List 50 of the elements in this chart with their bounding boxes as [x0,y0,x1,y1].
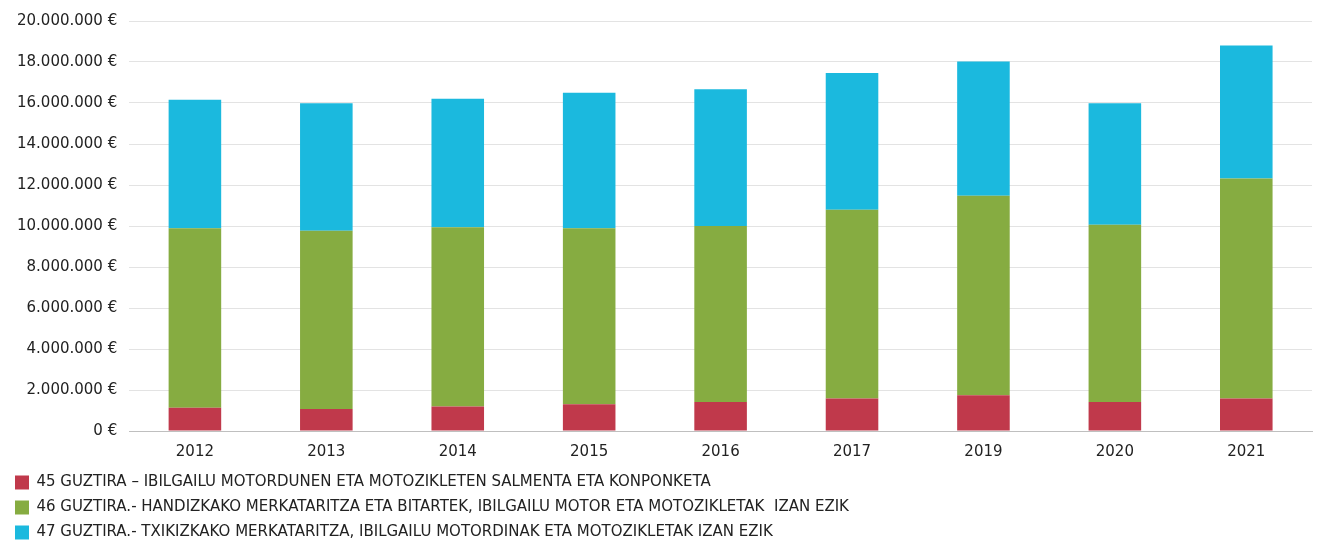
x-tick-label: 2016 [701,441,740,460]
y-tick-label: 2.000.000 € [26,379,118,398]
x-tick-label: 2021 [1227,441,1266,460]
x-tick-label: 2013 [307,441,346,460]
bar [431,406,485,431]
bar [300,230,353,410]
bar [300,409,353,431]
y-tick-label: 18.000.000 € [16,51,118,70]
y-tick-label: 0 € [93,420,118,439]
bar [300,103,353,231]
x-tick-label: 2012 [175,441,214,460]
bar [562,404,616,431]
y-tick-label: 20.000.000 € [16,10,118,29]
bar [1088,224,1142,403]
bar [1088,103,1142,225]
legend-label: 47 GUZTIRA.- TXIKIZKAKO MERKATARITZA, IBILGAILU MOTORDINAK ETA MOTOZIKLETAK IZAN EZIK [36,522,774,541]
x-tick-label: 2017 [832,441,872,460]
y-tick-label: 12.000.000 € [16,174,118,193]
y-tick-label: 16.000.000 € [16,92,118,111]
bar [431,98,485,228]
bar [694,89,747,226]
bar [694,226,747,403]
bar [562,92,616,229]
bar [957,195,1010,396]
bar [694,402,747,431]
legend-label: 46 GUZTIRA.- HANDIZKAKO MERKATARITZA ETA BITARTEK, IBILGAILU MOTOR ETA MOTOZIKLETAK IZAN EZIK [36,497,851,516]
x-tick-label: 2020 [1095,441,1134,460]
bar [1220,178,1273,399]
x-tick-label: 2015 [570,441,609,460]
bar [957,61,1010,196]
bar [825,73,879,210]
bar [957,395,1010,431]
bar [168,407,222,431]
bar [825,209,879,399]
legend-label: 45 GUZTIRA – IBILGAILU MOTORDUNEN ETA MOTOZIKLETEN SALMENTA ETA KONPONKETA [36,472,712,491]
y-tick-label: 6.000.000 € [26,297,118,316]
bar [825,398,879,431]
bar [168,99,222,229]
y-tick-label: 4.000.000 € [26,338,118,357]
bar [1088,402,1142,431]
bar [431,227,485,407]
y-tick-label: 14.000.000 € [16,133,118,152]
bar [1220,398,1273,431]
x-tick-label: 2014 [438,441,477,460]
y-tick-label: 10.000.000 € [16,215,118,234]
bar [168,228,222,408]
x-tick-label: 2019 [964,441,1003,460]
bar [562,228,616,405]
y-tick-label: 8.000.000 € [26,256,118,275]
bar [1220,45,1273,179]
